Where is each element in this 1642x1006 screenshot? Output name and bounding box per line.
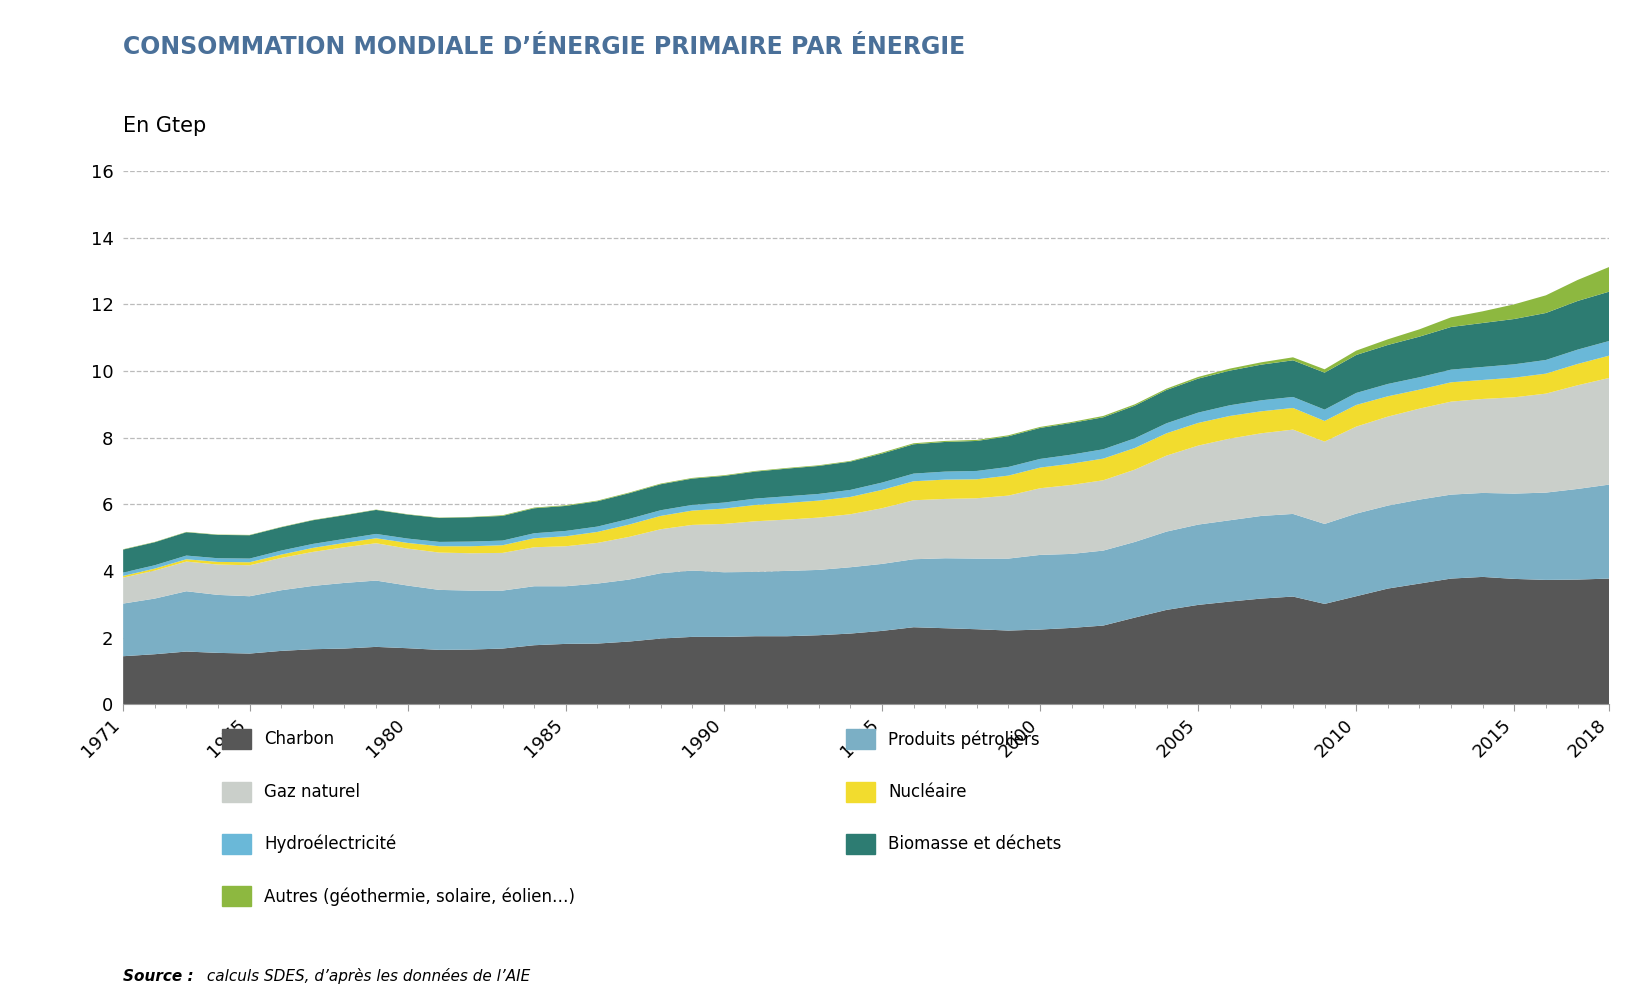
Text: Produits pétroliers: Produits pétroliers [888, 730, 1039, 748]
Text: Gaz naturel: Gaz naturel [264, 783, 360, 801]
Text: En Gtep: En Gtep [123, 116, 207, 136]
Text: Charbon: Charbon [264, 730, 335, 748]
Text: Source :: Source : [123, 969, 194, 984]
Text: Autres (géothermie, solaire, éolien…): Autres (géothermie, solaire, éolien…) [264, 887, 575, 905]
Text: Hydroélectricité: Hydroélectricité [264, 835, 397, 853]
Text: Biomasse et déchets: Biomasse et déchets [888, 835, 1062, 853]
Text: CONSOMMATION MONDIALE D’ÉNERGIE PRIMAIRE PAR ÉNERGIE: CONSOMMATION MONDIALE D’ÉNERGIE PRIMAIRE… [123, 35, 965, 59]
Text: Nucléaire: Nucléaire [888, 783, 967, 801]
Text: calculs SDES, d’après les données de l’AIE: calculs SDES, d’après les données de l’A… [202, 968, 530, 984]
